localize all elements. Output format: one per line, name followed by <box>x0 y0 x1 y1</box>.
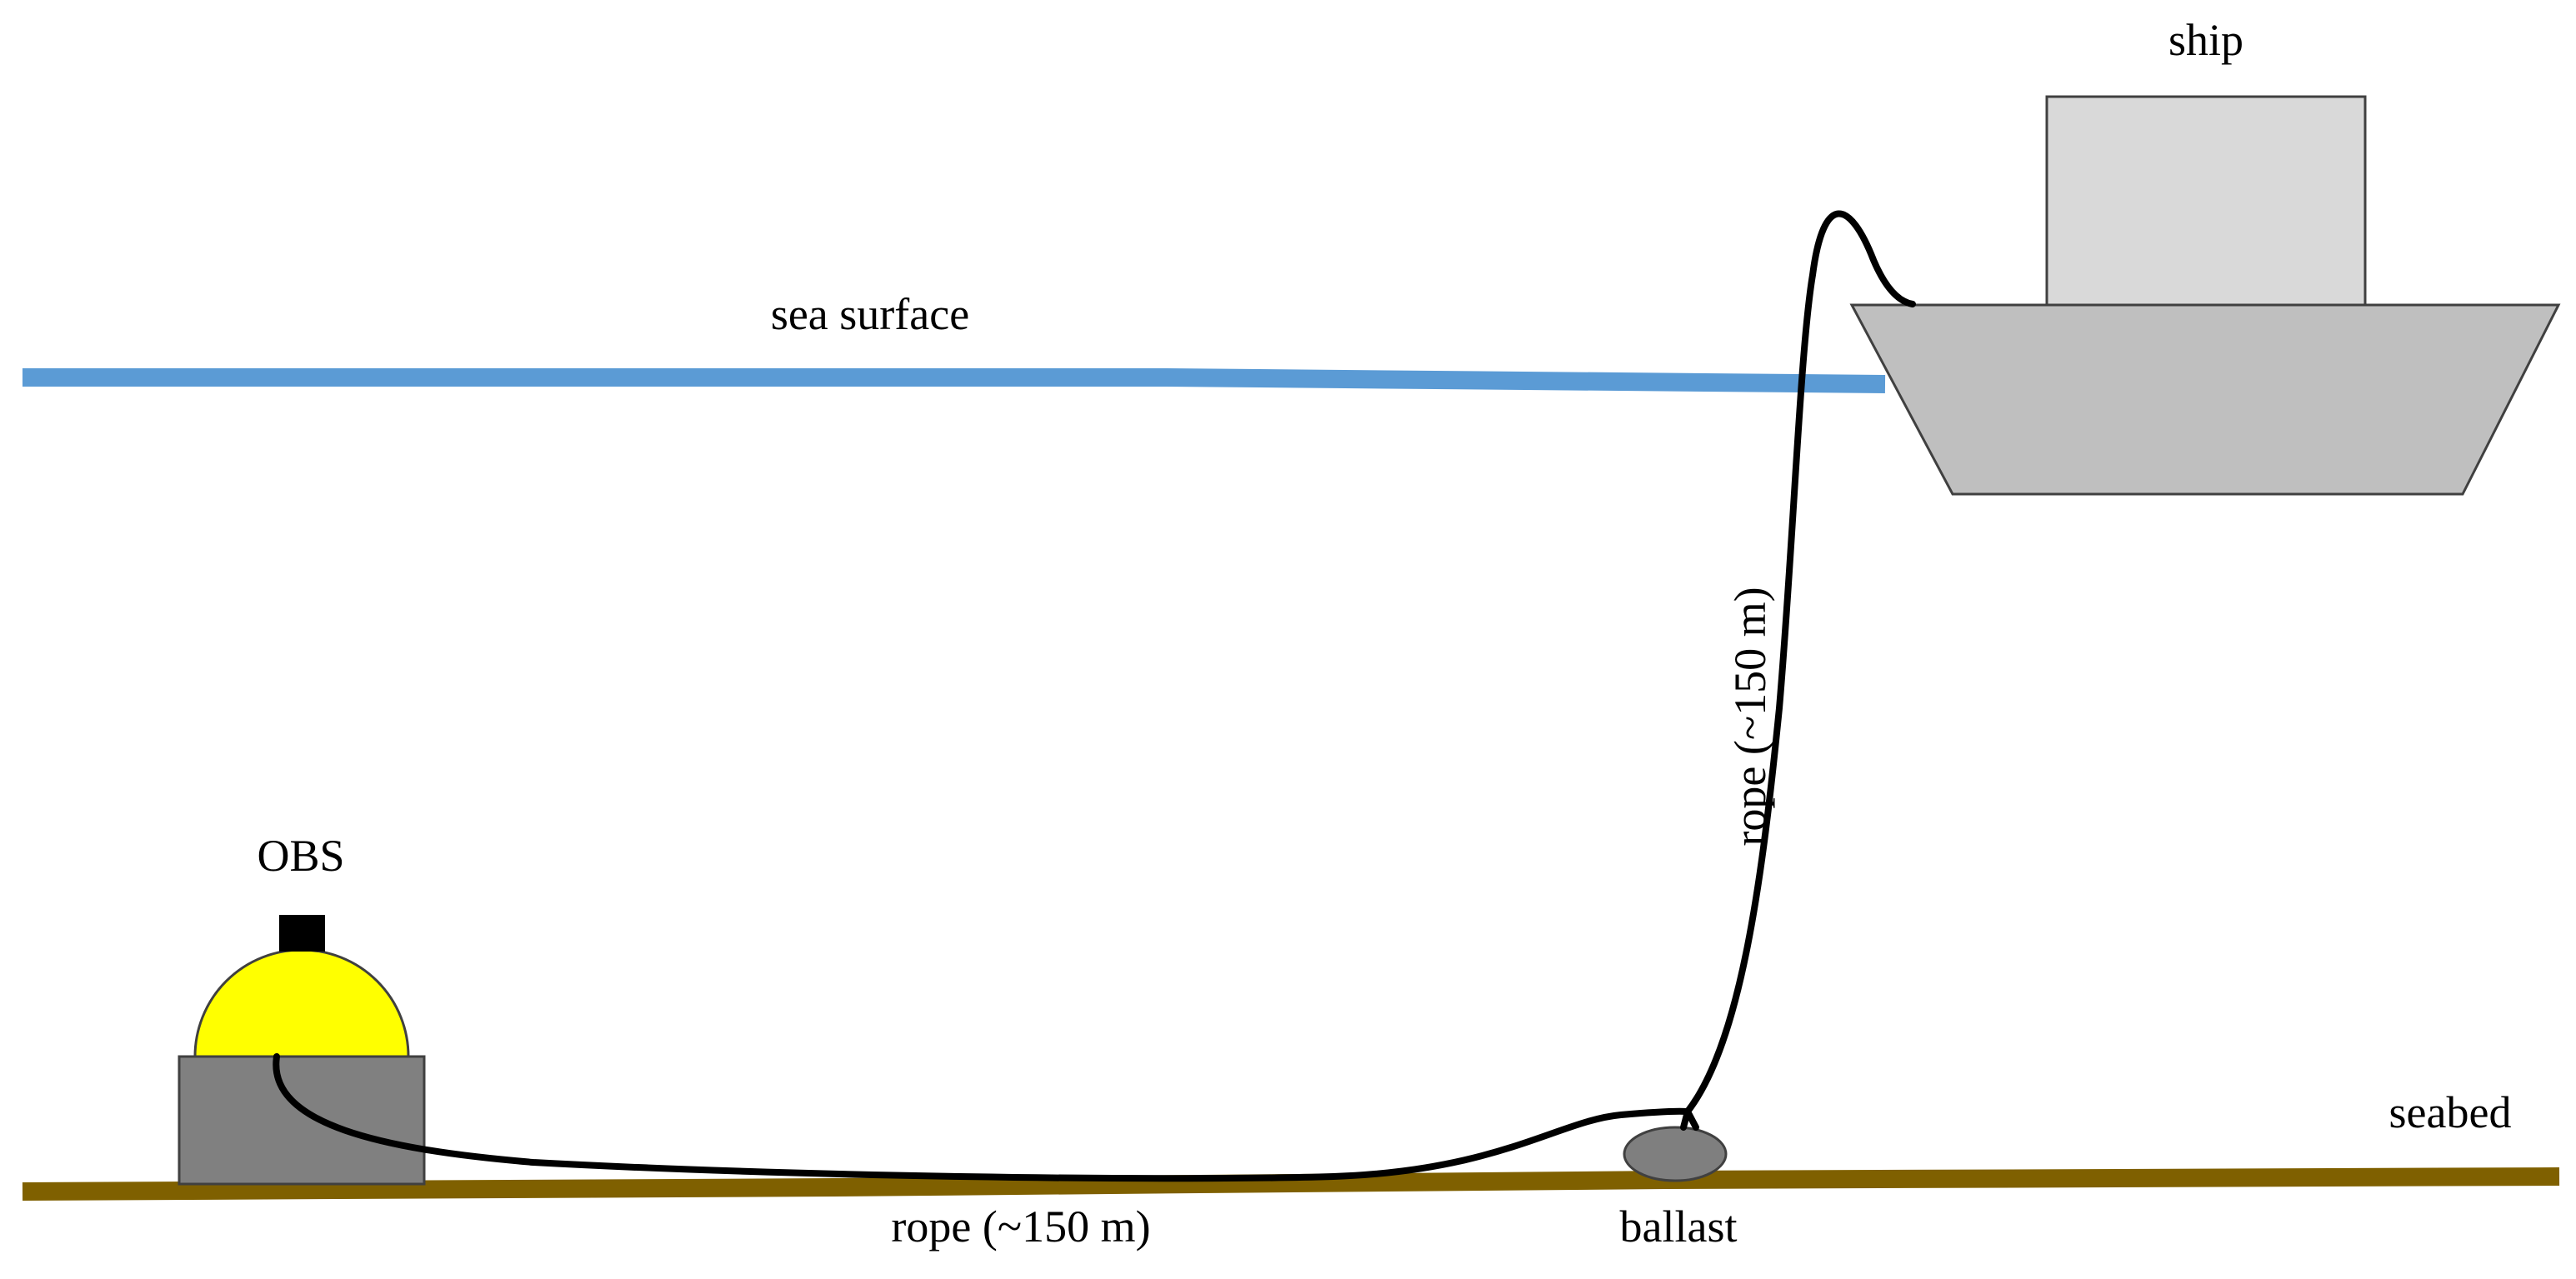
ship-hull <box>1849 303 2561 496</box>
rope-vertical-label: rope (~150 m) <box>1725 587 1775 846</box>
ballast-label: ballast <box>1620 1202 1738 1252</box>
obs-cap <box>279 915 325 952</box>
seabed-label: seabed <box>2389 1087 2512 1137</box>
sea-surface-label: sea surface <box>771 289 969 339</box>
sea-surface-line <box>23 368 1886 393</box>
ship-label: ship <box>2168 15 2243 65</box>
rope-horizontal <box>273 1053 1691 1182</box>
obs-label: OBS <box>257 831 344 881</box>
rope-horizontal-label: rope (~150 m) <box>891 1202 1150 1252</box>
obs-dome <box>193 948 410 1058</box>
ship-cabin <box>2045 95 2367 307</box>
rope-vertical <box>1680 210 1916 1131</box>
ballast <box>1623 1126 1728 1182</box>
seabed-line <box>22 1167 2560 1201</box>
obs-base <box>178 1055 426 1186</box>
